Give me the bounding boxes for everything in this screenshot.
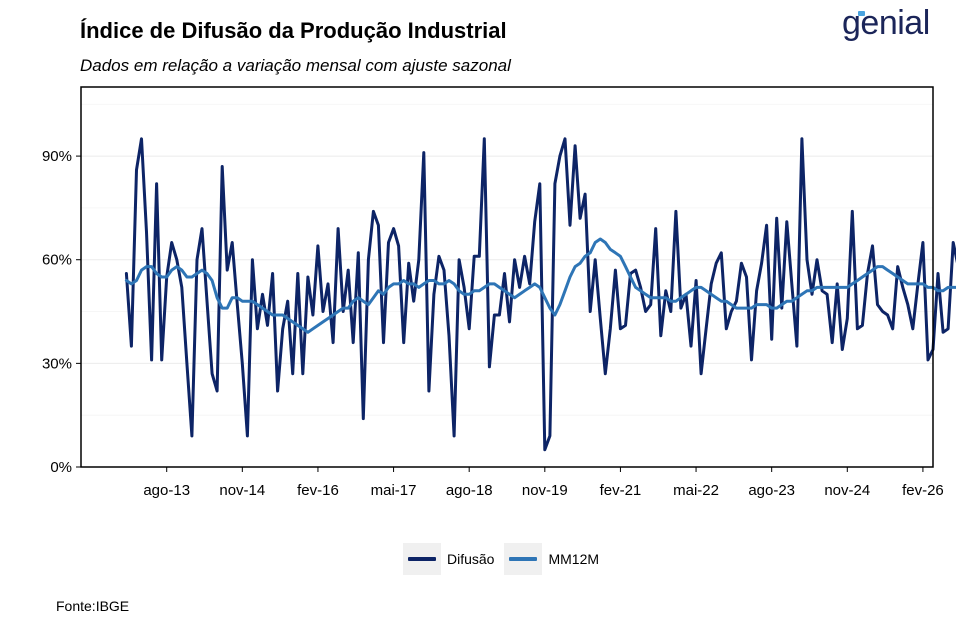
series-lines: [124, 137, 956, 452]
x-tick-label: mai-22: [673, 482, 719, 499]
series-line-mm12m: [124, 237, 956, 334]
x-tick-label: nov-19: [522, 482, 568, 499]
y-tick-label: 60%: [42, 252, 72, 269]
x-axis: ago-13 nov-14 fev-16 mai-17 ago-18 nov-19 fev-…: [143, 467, 944, 499]
legend-label-mm12m: MM12M: [548, 551, 600, 567]
x-tick-label: nov-14: [219, 482, 265, 499]
legend-key-difusao: [403, 543, 441, 575]
chart-canvas: 0%30%60%90% ago-13 nov-14 fev-16 mai-17 ago-…: [42, 86, 956, 499]
legend-item-mm12m: MM12M: [504, 543, 599, 575]
legend-item-difusao: Difusão: [403, 543, 494, 575]
chart-subtitle: Dados em relação a variação mensal com a…: [80, 56, 511, 75]
x-tick-label: fev-21: [600, 482, 642, 499]
legend-key-mm12m: [504, 543, 543, 575]
legend-swatch-difusao: [408, 557, 436, 561]
y-tick-label: 0%: [50, 459, 72, 476]
legend: Difusão MM12M: [403, 543, 599, 575]
x-tick-label: nov-24: [824, 482, 870, 499]
genial-logo: genial: [842, 4, 930, 42]
logo-accent-mark: [858, 11, 865, 16]
x-tick-label: fev-26: [902, 482, 944, 499]
x-tick-label: ago-18: [446, 482, 493, 499]
legend-swatch-mm12m: [509, 557, 538, 561]
y-tick-label: 90%: [42, 148, 72, 165]
source-note: Fonte:IBGE: [56, 598, 130, 614]
y-tick-label: 30%: [42, 355, 72, 372]
x-tick-label: fev-16: [297, 482, 339, 499]
chart-title: Índice de Difusão da Produção Industrial: [80, 18, 507, 43]
x-tick-label: ago-13: [143, 482, 190, 499]
x-tick-label: mai-17: [371, 482, 417, 499]
x-tick-label: ago-23: [748, 482, 795, 499]
series-line-difus-o: [124, 137, 956, 452]
plot-frame: [80, 86, 934, 468]
legend-label-difusao: Difusão: [447, 551, 495, 567]
y-axis: 0% 30% 60% 90%: [42, 148, 81, 476]
